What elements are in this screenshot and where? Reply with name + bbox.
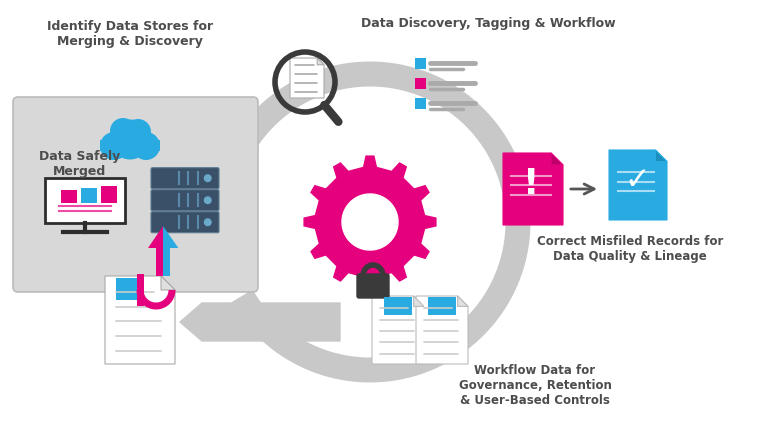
Bar bbox=[116, 278, 144, 300]
Bar bbox=[156, 248, 163, 276]
Circle shape bbox=[110, 118, 136, 144]
Polygon shape bbox=[105, 276, 175, 364]
Polygon shape bbox=[414, 296, 424, 306]
Bar bbox=[49, 182, 121, 219]
FancyBboxPatch shape bbox=[13, 97, 258, 292]
Text: Data Safely
Merged: Data Safely Merged bbox=[39, 150, 121, 178]
Bar bbox=[61, 190, 77, 203]
Polygon shape bbox=[416, 296, 468, 364]
Text: ✓: ✓ bbox=[624, 165, 650, 194]
FancyBboxPatch shape bbox=[151, 190, 219, 211]
Circle shape bbox=[110, 120, 150, 159]
FancyBboxPatch shape bbox=[357, 274, 389, 298]
Polygon shape bbox=[503, 153, 563, 225]
Bar bbox=[100, 140, 160, 151]
Polygon shape bbox=[147, 226, 163, 248]
Bar bbox=[415, 78, 426, 89]
Polygon shape bbox=[609, 150, 667, 220]
Circle shape bbox=[132, 132, 160, 160]
Text: Correct Misfiled Records for
Data Quality & Lineage: Correct Misfiled Records for Data Qualit… bbox=[537, 235, 723, 263]
Bar bbox=[81, 188, 97, 203]
Polygon shape bbox=[372, 296, 424, 364]
Polygon shape bbox=[458, 296, 468, 306]
Bar bbox=[101, 186, 117, 203]
Polygon shape bbox=[163, 226, 178, 248]
Polygon shape bbox=[317, 58, 324, 65]
Polygon shape bbox=[161, 276, 175, 290]
Circle shape bbox=[100, 132, 128, 160]
Circle shape bbox=[204, 174, 212, 182]
Text: Identify Data Stores for
Merging & Discovery: Identify Data Stores for Merging & Disco… bbox=[47, 20, 213, 48]
Circle shape bbox=[204, 218, 212, 226]
Bar bbox=[137, 274, 144, 306]
Circle shape bbox=[204, 196, 212, 204]
FancyBboxPatch shape bbox=[151, 212, 219, 233]
Polygon shape bbox=[180, 303, 340, 341]
Bar bbox=[384, 297, 412, 315]
Bar bbox=[163, 248, 170, 276]
Text: Data Discovery, Tagging & Workflow: Data Discovery, Tagging & Workflow bbox=[361, 17, 615, 30]
Polygon shape bbox=[551, 153, 563, 165]
Polygon shape bbox=[235, 132, 256, 160]
Bar bbox=[415, 58, 426, 69]
FancyBboxPatch shape bbox=[45, 178, 125, 223]
Polygon shape bbox=[342, 194, 398, 250]
FancyBboxPatch shape bbox=[151, 168, 219, 189]
Polygon shape bbox=[137, 290, 176, 309]
Text: !: ! bbox=[523, 167, 539, 201]
Bar bbox=[428, 297, 456, 315]
Polygon shape bbox=[290, 58, 324, 98]
Circle shape bbox=[125, 119, 151, 145]
Polygon shape bbox=[655, 150, 667, 162]
Bar bbox=[415, 98, 426, 109]
Polygon shape bbox=[304, 156, 436, 288]
Text: Workflow Data for
Governance, Retention
& User-Based Controls: Workflow Data for Governance, Retention … bbox=[458, 364, 611, 407]
